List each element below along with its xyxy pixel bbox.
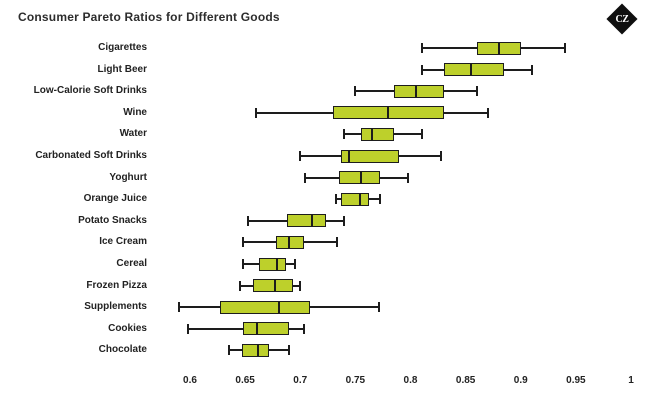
box — [443, 63, 505, 77]
median-line — [256, 322, 259, 336]
whisker-cap-high — [343, 215, 346, 226]
whisker-cap-low — [247, 215, 250, 226]
whisker-cap-high — [293, 259, 296, 269]
whisker-cap-low — [241, 237, 244, 248]
whisker-cap-high — [302, 323, 305, 334]
category-label: Light Beer — [97, 63, 147, 75]
category-label: Cookies — [108, 322, 147, 334]
whisker-cap-high — [378, 194, 381, 205]
whisker-cap-high — [475, 86, 478, 97]
x-tick-label: 0.7 — [293, 375, 308, 386]
category-label: Carbonated Soft Drinks — [35, 150, 147, 161]
box — [287, 214, 326, 228]
whisker-cap-low — [303, 172, 306, 183]
median-line — [387, 106, 390, 120]
whisker-cap-high — [377, 302, 380, 313]
box — [241, 343, 270, 357]
whisker-cap-high — [407, 172, 410, 183]
category-label: Chocolate — [98, 344, 147, 356]
category-label: Ice Cream — [99, 236, 147, 248]
x-tick-label: 1 — [628, 375, 634, 386]
median-line — [370, 127, 373, 141]
median-line — [470, 63, 473, 77]
box — [360, 127, 394, 141]
median-line — [311, 214, 314, 228]
median-line — [288, 235, 291, 249]
x-tick-label: 0.9 — [513, 375, 528, 386]
category-label: Water — [119, 128, 147, 140]
whisker-cap-low — [227, 345, 230, 356]
whisker-cap-high — [440, 151, 443, 161]
median-line — [497, 41, 500, 55]
whisker-cap-high — [563, 43, 566, 53]
category-label: Cereal — [116, 258, 147, 269]
category-label: Orange Juice — [83, 193, 147, 205]
box — [252, 279, 293, 293]
median-line — [347, 149, 350, 163]
whisker-cap-low — [420, 43, 423, 53]
category-label: Yoghurt — [109, 171, 147, 183]
whisker-cap-low — [241, 259, 244, 269]
box — [242, 322, 290, 336]
whisker-cap-high — [420, 129, 423, 140]
box — [259, 257, 286, 271]
box — [341, 192, 369, 206]
whisker-cap-low — [334, 194, 337, 205]
whisker-cap-low — [186, 323, 189, 334]
category-label: Supplements — [84, 301, 147, 313]
median-line — [358, 192, 361, 206]
median-line — [415, 84, 417, 98]
whisker-cap-high — [486, 107, 489, 118]
whisker-cap-low — [343, 129, 346, 140]
whisker-cap-low — [255, 107, 258, 118]
whisker-cap-low — [177, 302, 180, 313]
category-label: Potato Snacks — [78, 214, 147, 226]
whisker-cap-low — [420, 64, 423, 75]
x-tick-label: 0.85 — [455, 375, 476, 386]
x-tick-label: 0.65 — [235, 375, 255, 386]
x-tick-label: 0.95 — [566, 375, 586, 386]
category-label: Frozen Pizza — [86, 279, 147, 291]
chart-title: Consumer Pareto Ratios for Different Goo… — [18, 10, 280, 24]
box — [219, 300, 311, 314]
median-line — [276, 257, 279, 271]
whisker-cap-high — [530, 64, 533, 75]
box — [338, 171, 380, 185]
whisker-cap-high — [335, 237, 338, 248]
whisker-cap-low — [299, 151, 302, 161]
x-tick-label: 0.8 — [403, 375, 418, 386]
category-label: Low-Calorie Soft Drinks — [33, 85, 147, 97]
median-line — [359, 171, 362, 185]
whisker-cap-low — [354, 86, 357, 97]
median-line — [278, 300, 281, 314]
box — [341, 149, 400, 163]
x-tick-label: 0.75 — [345, 375, 366, 386]
whisker-cap-low — [238, 280, 241, 291]
median-line — [273, 279, 276, 293]
box — [393, 84, 444, 98]
whisker-cap-high — [288, 345, 291, 356]
x-tick-label: 0.6 — [183, 375, 197, 386]
whisker-cap-high — [299, 280, 302, 291]
category-label: Cigarettes — [98, 42, 147, 53]
median-line — [257, 343, 260, 357]
category-label: Wine — [123, 106, 147, 118]
